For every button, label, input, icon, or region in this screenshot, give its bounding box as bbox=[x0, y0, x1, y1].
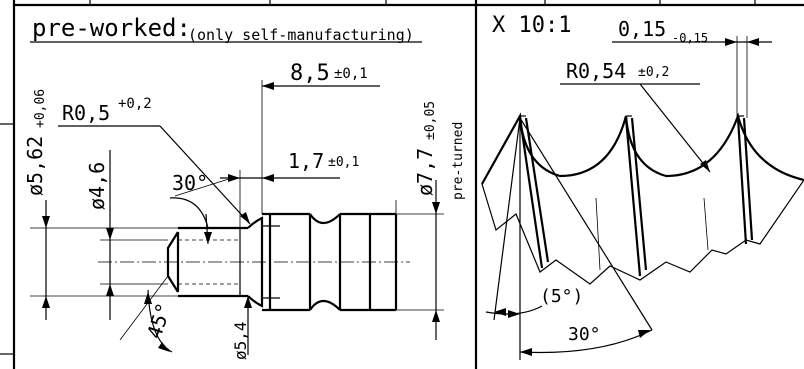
detail-radius: R0,54 bbox=[566, 59, 626, 83]
pre-worked-title: pre-worked: bbox=[32, 14, 191, 42]
pre-turned-note: pre-turned bbox=[451, 122, 466, 200]
dim-length-neck-tol: ±0,1 bbox=[328, 155, 359, 170]
dim-dia-inner: ø4,6 bbox=[85, 162, 109, 210]
detail-angle-large: 30° bbox=[568, 324, 601, 345]
dim-dia-pre-tol: ±0,05 bbox=[423, 101, 438, 140]
detail-radius-tol: ±0,2 bbox=[638, 65, 669, 80]
detail-scale: X 10:1 bbox=[492, 13, 571, 38]
dim-radius-tol: +0,2 bbox=[118, 96, 152, 112]
dim-radius: R0,5 bbox=[62, 101, 110, 125]
pre-worked-note: (only self-manufacturing) bbox=[188, 26, 414, 44]
dim-dia-outer-tol: +0,06 bbox=[33, 89, 48, 128]
detail-width-tol: -0,15 bbox=[672, 31, 708, 45]
detail-view: X 10:1 0,15 -0,15 R0,54 ±0,2 bbox=[482, 13, 804, 360]
dim-length-main-tol: ±0,1 bbox=[334, 66, 368, 82]
dim-length-main: 8,5 bbox=[290, 61, 330, 86]
dim-dia-outer: ø5,62 bbox=[23, 136, 47, 196]
detail-angle-small: (5°) bbox=[540, 286, 583, 307]
dim-length-neck: 1,7 bbox=[288, 149, 324, 173]
dim-dia-pre: ø7,7 bbox=[413, 148, 437, 196]
dim-cone-angle: 45° bbox=[142, 300, 176, 342]
dim-chamfer-angle: 30° bbox=[172, 171, 208, 195]
left-dimension-text: 8,5 ±0,1 1,7 ±0,1 R0,5 +0,2 30° 45° ø5,6… bbox=[23, 61, 466, 360]
dim-dia-groove: ø5,4 bbox=[231, 321, 250, 360]
detail-width: 0,15 bbox=[618, 17, 666, 41]
left-view-title: pre-worked: (only self-manufacturing) bbox=[30, 14, 422, 44]
